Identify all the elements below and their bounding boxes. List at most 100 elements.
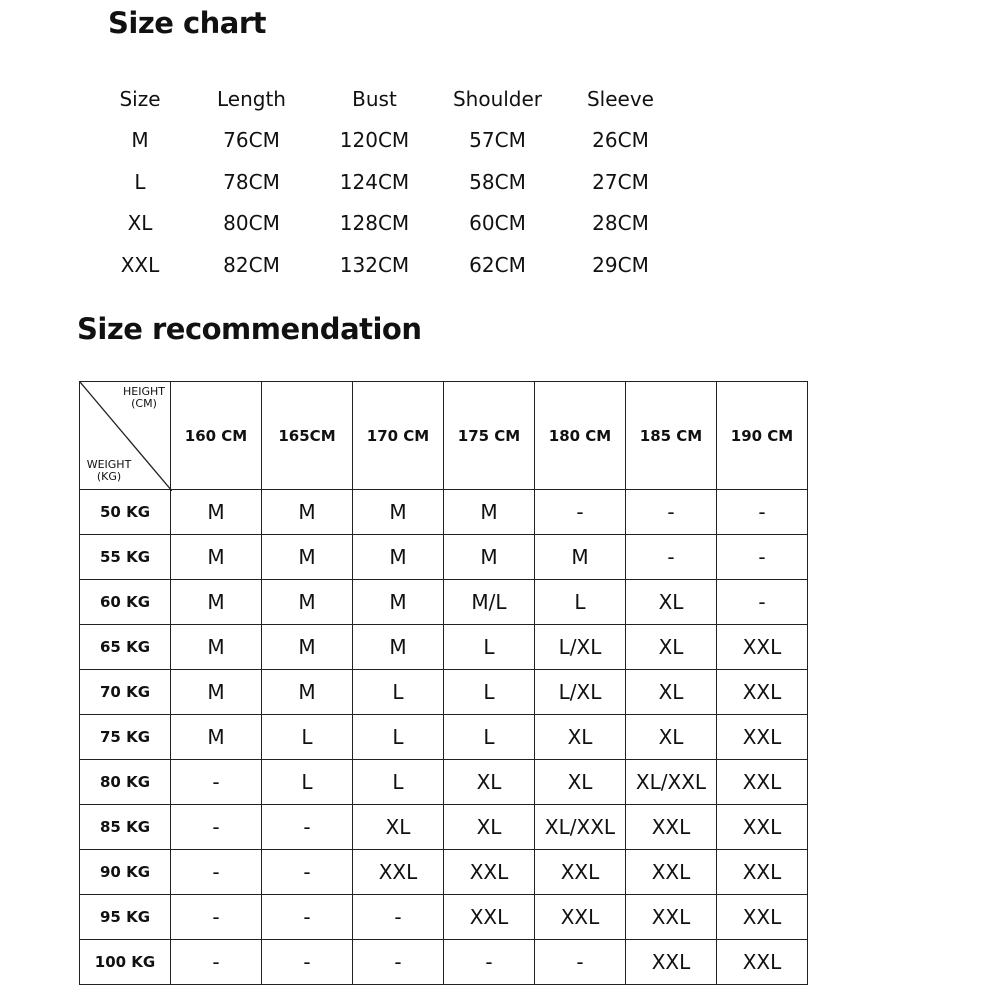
- size-cell: L: [352, 759, 444, 805]
- size-cell: M: [170, 489, 262, 535]
- weight-label: 65 KG: [79, 624, 171, 670]
- size-cell: M: [170, 714, 262, 760]
- table-row: 95 KG - - - XXL XXL XXL XXL: [79, 894, 808, 940]
- size-cell: M: [261, 624, 353, 670]
- weight-label: 50 KG: [79, 489, 171, 535]
- size-chart-cell: 80CM: [223, 211, 280, 236]
- size-cell: XXL: [443, 894, 535, 940]
- size-cell: XXL: [716, 714, 808, 760]
- size-cell: -: [716, 534, 808, 580]
- size-cell: XL: [534, 714, 626, 760]
- table-row: 50 KG M M M M - - -: [79, 489, 808, 535]
- size-cell: XXL: [534, 894, 626, 940]
- size-chart-row: M 76CM 120CM 57CM 26CM: [90, 120, 682, 162]
- size-cell: M: [443, 489, 535, 535]
- size-cell: XL: [534, 759, 626, 805]
- size-chart-cell: 29CM: [592, 252, 649, 277]
- size-cell: XXL: [716, 669, 808, 715]
- size-cell: L: [443, 669, 535, 715]
- size-chart-cell: 120CM: [339, 128, 410, 153]
- table-row: 85 KG - - XL XL XL/XXL XXL XXL: [79, 804, 808, 850]
- table-row: 60 KG M M M M/L L XL -: [79, 579, 808, 625]
- size-cell: M: [352, 579, 444, 625]
- size-cell: M: [170, 624, 262, 670]
- size-chart-cell: 128CM: [339, 211, 410, 236]
- height-header: 190 CM: [716, 381, 808, 490]
- height-axis-label: HEIGHT (CM): [123, 385, 165, 410]
- table-row: 100 KG - - - - - XXL XXL: [79, 939, 808, 985]
- size-chart-row: L 78CM 124CM 58CM 27CM: [90, 161, 682, 203]
- table-row: 65 KG M M M L L/XL XL XXL: [79, 624, 808, 670]
- size-cell: M: [170, 534, 262, 580]
- size-chart-cell: 76CM: [223, 128, 280, 153]
- size-chart-cell: 26CM: [592, 128, 649, 153]
- size-cell: L: [261, 759, 353, 805]
- size-cell: M: [170, 579, 262, 625]
- size-cell: -: [352, 939, 444, 985]
- size-cell: -: [352, 894, 444, 940]
- size-recommendation-title: Size recommendation: [77, 312, 422, 346]
- size-cell: XXL: [443, 849, 535, 895]
- size-chart-cell: L: [134, 169, 146, 194]
- diagonal-divider: [80, 382, 172, 491]
- size-cell: M: [352, 489, 444, 535]
- size-cell: XXL: [352, 849, 444, 895]
- table-row: 80 KG - L L XL XL XL/XXL XXL: [79, 759, 808, 805]
- size-cell: XL: [443, 759, 535, 805]
- size-cell: XXL: [716, 849, 808, 895]
- size-chart-cell: XL: [127, 211, 153, 236]
- size-cell: M: [534, 534, 626, 580]
- size-chart-cell: 60CM: [469, 211, 526, 236]
- size-cell: L/XL: [534, 624, 626, 670]
- size-chart-cell: 62CM: [469, 252, 526, 277]
- size-cell: M: [261, 579, 353, 625]
- height-header: 160 CM: [170, 381, 262, 490]
- size-cell: -: [534, 489, 626, 535]
- size-chart-header-row: Size Length Bust Shoulder Sleeve: [90, 78, 682, 120]
- size-cell: XL: [625, 579, 717, 625]
- size-cell: M: [261, 534, 353, 580]
- size-cell: XXL: [716, 624, 808, 670]
- height-header: 165CM: [261, 381, 353, 490]
- size-cell: XL: [352, 804, 444, 850]
- size-cell: L: [352, 714, 444, 760]
- size-cell: -: [261, 939, 353, 985]
- size-cell: -: [261, 804, 353, 850]
- weight-label: 95 KG: [79, 894, 171, 940]
- weight-label: 80 KG: [79, 759, 171, 805]
- column-header: Shoulder: [452, 86, 543, 111]
- corner-cell: HEIGHT (CM) WEIGHT (KG): [79, 381, 172, 491]
- height-header: 185 CM: [625, 381, 717, 490]
- column-header: Sleeve: [586, 86, 654, 111]
- size-cell: L/XL: [534, 669, 626, 715]
- size-cell: XL/XXL: [534, 804, 626, 850]
- table-row: 75 KG M L L L XL XL XXL: [79, 714, 808, 760]
- size-chart-table: Size Length Bust Shoulder Sleeve M 76CM 120CM 57…: [90, 78, 682, 286]
- size-chart-cell: M: [131, 128, 149, 153]
- size-cell: M/L: [443, 579, 535, 625]
- size-cell: XXL: [534, 849, 626, 895]
- size-cell: XL: [625, 624, 717, 670]
- size-cell: M: [261, 489, 353, 535]
- size-cell: M: [170, 669, 262, 715]
- weight-axis-label: WEIGHT (KG): [86, 458, 132, 483]
- size-cell: -: [170, 804, 262, 850]
- weight-label: 90 KG: [79, 849, 171, 895]
- size-chart-row: XXL 82CM 132CM 62CM 29CM: [90, 244, 682, 286]
- size-cell: -: [170, 894, 262, 940]
- size-cell: -: [261, 849, 353, 895]
- weight-label: 100 KG: [79, 939, 171, 985]
- size-chart-cell: 82CM: [223, 252, 280, 277]
- size-cell: M: [443, 534, 535, 580]
- table-row: 70 KG M M L L L/XL XL XXL: [79, 669, 808, 715]
- size-cell: M: [352, 624, 444, 670]
- weight-label: 70 KG: [79, 669, 171, 715]
- size-cell: XXL: [716, 804, 808, 850]
- size-cell: XXL: [716, 939, 808, 985]
- size-cell: -: [261, 894, 353, 940]
- table-row: 55 KG M M M M M - -: [79, 534, 808, 580]
- size-cell: XL: [625, 714, 717, 760]
- size-cell: XL/XXL: [625, 759, 717, 805]
- size-chart-cell: 58CM: [469, 169, 526, 194]
- height-header: 175 CM: [443, 381, 535, 490]
